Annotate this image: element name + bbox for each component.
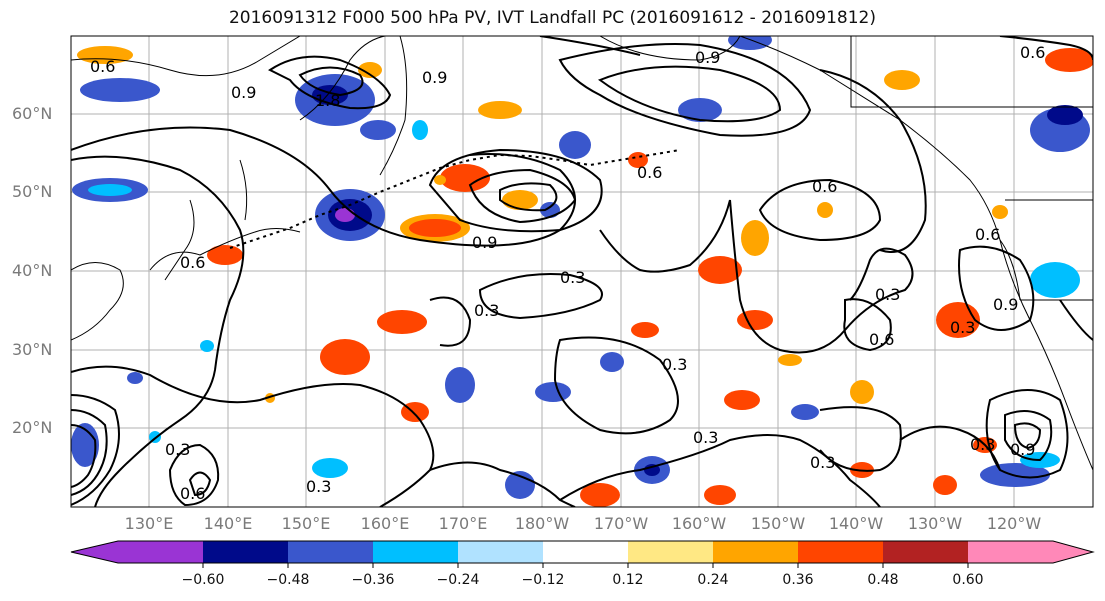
contour-label-group: 0.9 0.9 0.9 0.9 0.6 0.6 0.6 0.9 0.3 0.3 … [90,43,1045,503]
colorbar-tick-label: −0.60 [181,572,225,588]
colorbar-segment [118,541,203,563]
contour-label: 0.3 [970,435,995,454]
colorbar-tick-label: 0.36 [782,572,814,588]
colorbar-extend-left [71,541,118,563]
contour-label: 0.3 [875,285,900,304]
lat-label: 60°N [12,104,53,123]
lat-label: 50°N [12,182,53,201]
colorbar-segment [543,541,628,563]
colorbar-segment [373,541,458,563]
contour-label: 0.6 [90,57,115,76]
contour-label: 0.9 [231,83,256,102]
colorbar-tick-label: −0.36 [351,572,395,588]
colorbar-tick-label: 0.24 [697,572,729,588]
map-panel: 0.9 0.9 0.9 0.9 0.6 0.6 0.6 0.9 0.3 0.3 … [71,36,1093,507]
colorbar-tick-label: 0.60 [952,572,984,588]
colorbar-tick-label: 0.48 [867,572,899,588]
colorbar-tick-label: −0.48 [266,572,310,588]
lon-label: 170°E [438,514,488,533]
contour-label: 0.6 [869,330,894,349]
lon-label: 130°E [124,514,174,533]
lon-label: 180°W [514,514,570,533]
colorbar-segment [968,541,1053,563]
colorbar-segment [713,541,798,563]
contours [71,36,1093,507]
colorbar [70,540,1095,568]
lon-label: 170°W [593,514,649,533]
lon-label: 130°W [907,514,963,533]
contour-label: 0.6 [637,163,662,182]
map-frame [70,35,1094,508]
contour-label: 0.6 [180,253,205,272]
lon-label: 150°W [750,514,806,533]
contour-label: 0.6 [975,225,1000,244]
contour-label: 0.9 [1010,440,1035,459]
map-title: 2016091312 F000 500 hPa PV, IVT Landfall… [228,8,876,28]
island-chain [229,149,681,249]
contour-label: 0.3 [693,428,718,447]
colorbar-segment [288,541,373,563]
lon-label: 140°E [203,514,253,533]
gridlines [71,36,1093,507]
contour-label: 0.3 [662,355,687,374]
lon-label: 140°W [828,514,884,533]
lon-label: 120°W [986,514,1042,533]
contour-label: 0.9 [422,68,447,87]
contour-label: 0.3 [810,453,835,472]
contour-label: 0.9 [472,233,497,252]
contour-label: 0.3 [560,268,585,287]
contour-label: 0.6 [180,484,205,503]
contour-label: 0.3 [306,477,331,496]
lat-label: 20°N [12,418,53,437]
lon-label: 160°E [360,514,410,533]
contour-label: 0.3 [950,318,975,337]
colorbar-segment [458,541,543,563]
lon-label: 150°E [281,514,331,533]
contour-label: 0.3 [165,440,190,459]
contour-label: 1.8 [315,91,340,110]
colorbar-segment [203,541,288,563]
contour-label: 0.6 [812,177,837,196]
contour-label: 0.9 [695,48,720,67]
contour-label: 0.3 [474,301,499,320]
colorbar-segment [628,541,713,563]
lon-label: 160°W [671,514,727,533]
colorbar-extend-right [1053,541,1093,563]
colorbar-segment [883,541,968,563]
colorbar-segment [798,541,883,563]
lat-label: 40°N [12,261,53,280]
colorbar-tick-label: 0.12 [612,572,644,588]
colorbar-tick-label: −0.12 [521,572,565,588]
colorbar-tick-label: −0.24 [436,572,480,588]
lat-label: 30°N [12,340,53,359]
contour-label: 0.9 [993,295,1018,314]
coastlines [71,36,1093,471]
contour-label: 0.6 [1020,43,1045,62]
